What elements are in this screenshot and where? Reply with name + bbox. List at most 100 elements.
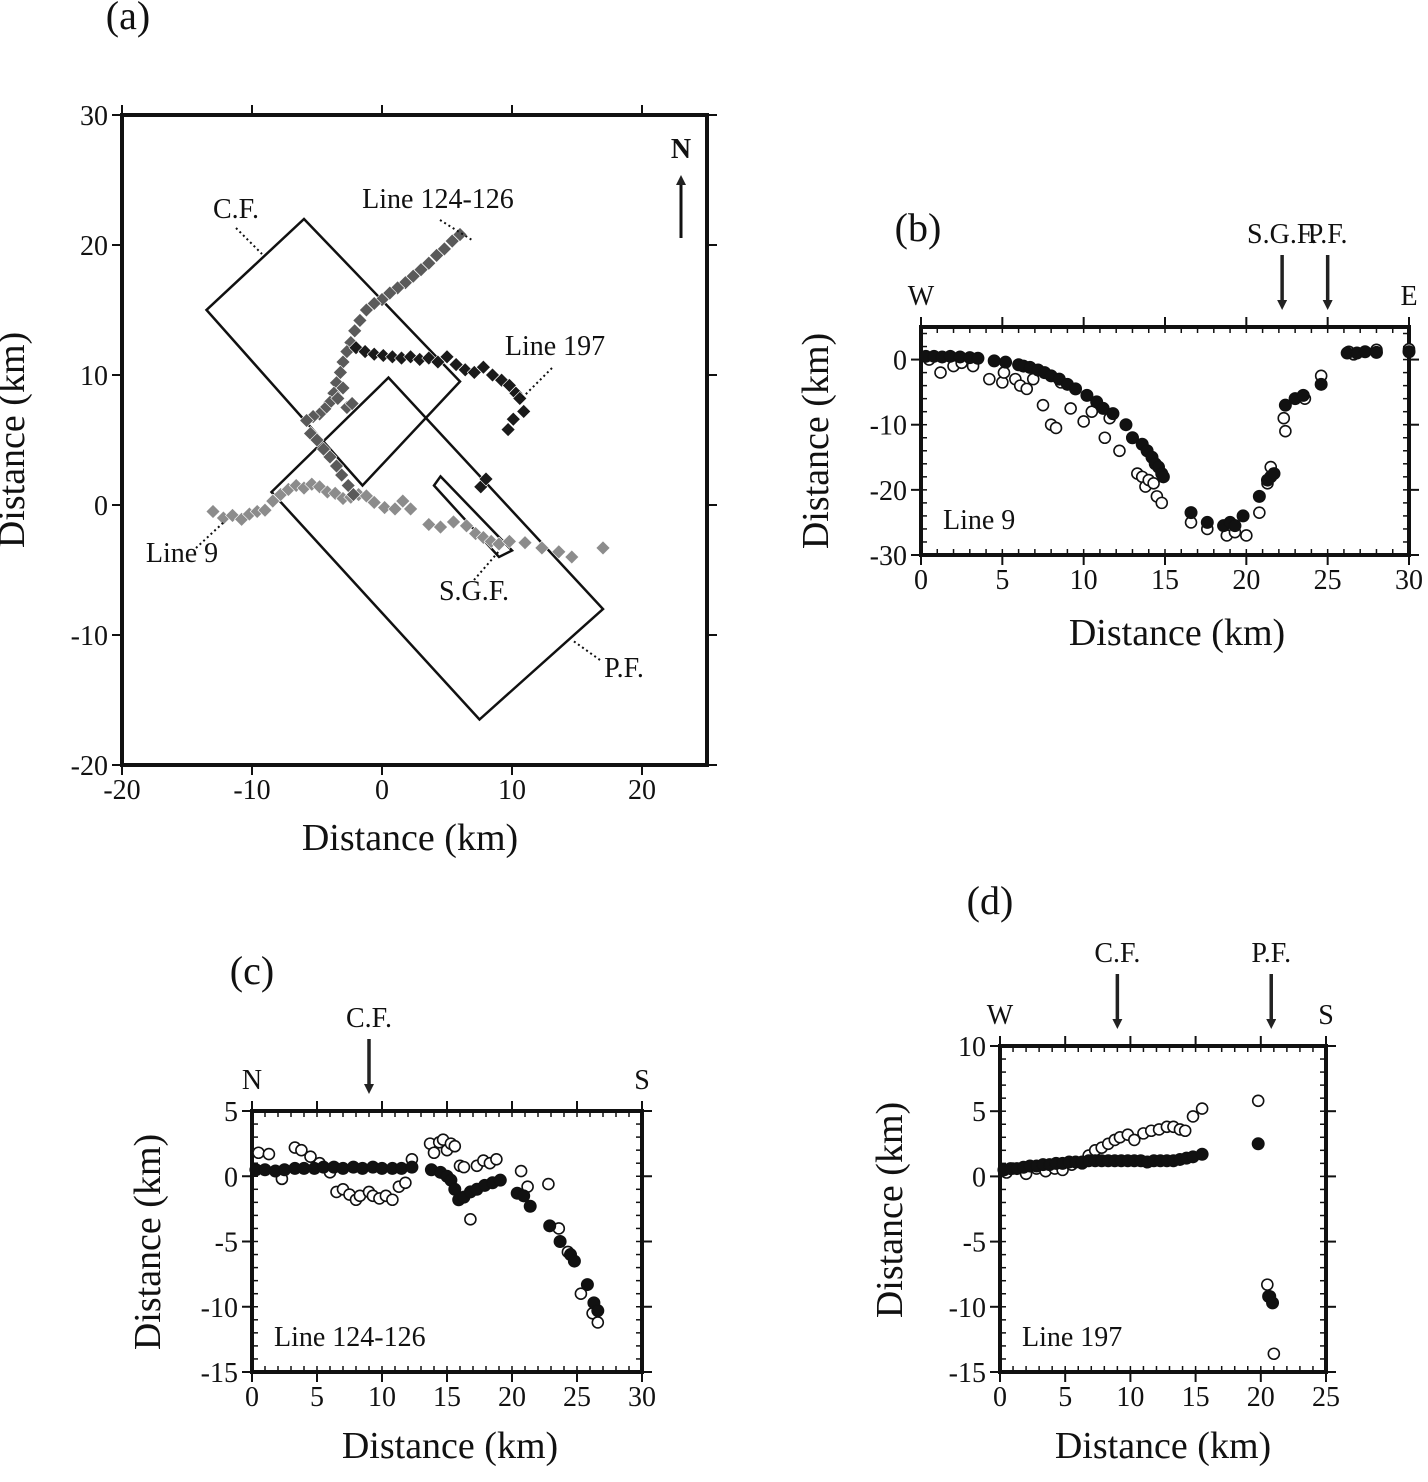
y-tick-label: -10 [949,1293,986,1324]
data-point-open [457,1160,471,1174]
x-tick-label: 20 [1232,565,1260,596]
y-tick-label: 20 [80,231,108,262]
data-point-open [514,1164,528,1178]
y-tick-label: 0 [94,491,108,522]
line-label: Line 197 [1022,1322,1122,1353]
y-tick-label: 30 [80,101,108,132]
x-tick-label: 30 [628,1382,656,1413]
data-point-open [295,1143,308,1157]
data-point-filled [493,1173,507,1187]
data-point-filled [591,1304,605,1318]
data-point-line-9 [551,544,567,560]
fault-box-pf [269,375,605,722]
x-tick-label: 25 [563,1382,591,1413]
data-point-open [542,1177,555,1191]
y-tick-label: -10 [71,621,108,652]
panel-d-line197-profile: (d) 0 5 10 15 20 25 10 5 0 -5 -10 -15 Distance (km) Di… [869,878,1340,1467]
data-point-line-197 [375,348,391,363]
data-point-open [1020,382,1034,396]
annotation-label: Line 124-126 [362,184,514,215]
direction-label-left: W [987,1000,1014,1031]
annotation-label: C.F. [213,194,259,225]
data-point-open [1128,1133,1141,1147]
data-point-open [1178,1124,1192,1138]
data-point-filled [1266,1296,1280,1310]
data-point-line-124-126 [299,413,315,428]
data-point-line-197 [505,411,521,427]
panel-c-line124-126-profile: (c) 0 5 10 15 20 25 30 5 0 -5 -10 -15 Distance (km) Di… [127,948,656,1467]
data-point-filled [1106,407,1120,421]
data-point-filled [567,1254,581,1268]
data-point-open [983,372,996,386]
data-point-open [1098,431,1112,445]
x-tick-label: 5 [310,1382,324,1413]
data-point-line-9 [205,504,221,519]
data-point-line-197 [512,390,528,406]
data-point-open [1195,1102,1209,1115]
data-point-filled [1278,398,1292,412]
y-tick-label: -30 [870,541,907,572]
data-point-filled [1119,418,1133,432]
x-tick-label: 25 [1314,565,1342,596]
fault-box-sgf [432,474,515,559]
x-axis-label: Distance (km) [342,1425,558,1467]
data-point-filled [523,1199,537,1213]
data-point-filled [580,1278,594,1292]
data-point-open [934,366,947,379]
data-point-open [386,1193,399,1207]
data-point-filled [553,1235,567,1248]
data-point-open [1113,444,1126,458]
y-tick-label: -10 [201,1293,238,1324]
data-point-filled [1080,388,1094,402]
data-point-line-9 [366,494,382,510]
y-axis-label: Distance (km) [869,1102,911,1318]
x-tick-label: 5 [995,565,1009,596]
data-point-filled [1125,431,1139,445]
x-tick-label: -10 [233,775,270,806]
annotation-leader [521,367,553,399]
data-point-line-124-126 [309,432,325,448]
data-point-filled [1314,377,1328,391]
data-point-line-124-126 [444,233,460,249]
data-point-open [304,1150,317,1163]
x-tick-label: -20 [103,775,140,806]
data-point-filled [1184,506,1198,520]
plot-frame [120,113,709,767]
direction-label-right: S [1318,1000,1334,1031]
y-tick-label: -15 [949,1358,986,1389]
data-point-filled [1296,388,1310,402]
x-tick-label: 10 [1116,1382,1144,1413]
data-point-line-9 [459,518,474,534]
fault-box-cf [204,217,462,488]
data-point-open [1240,529,1253,542]
y-tick-label: 0 [893,346,907,377]
fault-marker-label: P.F. [1308,219,1348,250]
x-tick-label: 15 [1151,565,1179,596]
data-point-line-197 [500,422,516,438]
y-tick-label: -10 [870,411,907,442]
data-point-line-9 [257,502,273,518]
data-point-open [399,1176,412,1190]
y-tick-label: 0 [224,1162,238,1193]
x-tick-label: 0 [375,775,389,806]
data-point-open [464,1213,477,1226]
line-label: Line 9 [943,505,1015,536]
annotation-leader [571,639,601,661]
data-point-filled [1252,489,1266,503]
fault-marker-label: P.F. [1251,938,1291,969]
data-point-open [1277,411,1291,425]
data-point-open [448,1139,462,1153]
data-point-line-124-126 [429,247,445,263]
data-point-filled [405,1160,419,1174]
annotation-leader [195,521,225,549]
data-point-filled [1369,345,1383,359]
x-axis-label: Distance (km) [302,817,518,859]
y-tick-label: 10 [80,361,108,392]
data-point-filled [1069,382,1083,396]
annotation-leader [235,227,263,255]
x-tick-label: 10 [368,1382,396,1413]
x-tick-label: 10 [498,775,526,806]
y-axis-label: Distance (km) [795,333,837,549]
data-point-line-9 [517,535,533,551]
y-tick-label: 5 [224,1097,238,1128]
